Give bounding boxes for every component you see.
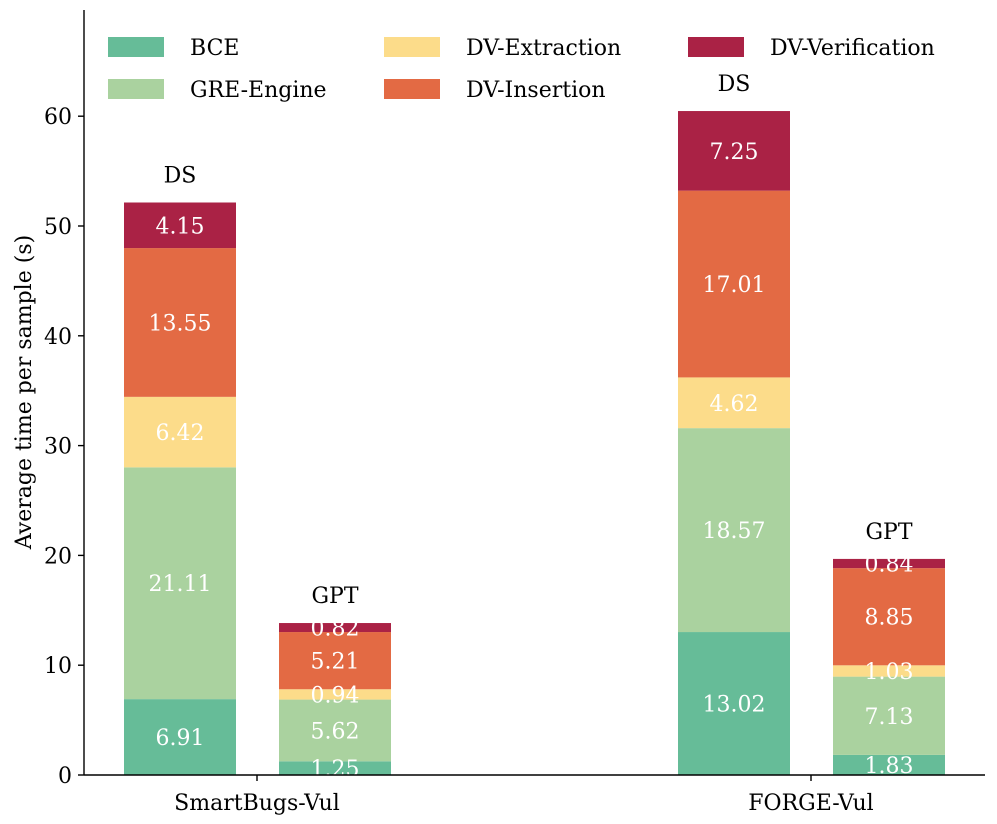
y-ticks: 0 10 20 30 40 50 60 [44, 105, 84, 789]
legend-label: BCE [190, 36, 239, 61]
stack-label: GPT [865, 520, 912, 545]
stack-labels-layer: DS GPT DS GPT [164, 72, 913, 609]
bar-segment [678, 190, 790, 378]
axes-layer: 0 10 20 30 40 50 60 SmartBugs-Vul FORGE-Vul Ave… [12, 10, 985, 816]
bar-value-label: 8.85 [865, 606, 914, 631]
legend-label: DV-Verification [770, 36, 935, 61]
bar-segment [833, 558, 945, 569]
legend-swatch [108, 37, 164, 57]
bar-segment [124, 248, 236, 397]
bar-segment [833, 665, 945, 677]
x-tick-label: FORGE-Vul [748, 791, 873, 816]
bar-value-label: 5.62 [311, 719, 360, 744]
legend-swatch [688, 37, 744, 57]
bar-segment [678, 111, 790, 191]
bar-value-label: 6.42 [156, 421, 205, 446]
bar-segment [124, 467, 236, 700]
bar-segment [124, 699, 236, 775]
bar-segment [833, 676, 945, 755]
bar-segment [124, 396, 236, 468]
stack-label: DS [718, 72, 751, 97]
bar-value-label: 13.02 [703, 693, 766, 718]
stack-label: GPT [311, 584, 358, 609]
y-tick-label: 60 [44, 105, 72, 130]
bar-value-label: 7.25 [710, 140, 759, 165]
y-tick-label: 40 [44, 325, 72, 350]
bars-layer [124, 111, 945, 775]
bar-value-label: 1.25 [311, 757, 360, 782]
bar-value-label: 1.03 [865, 660, 914, 685]
bar-value-label: 13.55 [149, 311, 212, 336]
bar-value-label: 18.57 [703, 519, 766, 544]
x-ticks: SmartBugs-Vul FORGE-Vul [174, 775, 874, 816]
bar-value-label: 7.13 [865, 705, 914, 730]
bar-value-label: 17.01 [703, 273, 766, 298]
y-tick-label: 10 [44, 654, 72, 679]
bar-segment [279, 699, 391, 762]
bar-value-label: 5.21 [311, 650, 360, 675]
bar-value-label: 4.62 [710, 392, 759, 417]
bar-segment [124, 202, 236, 249]
legend-label: DV-Insertion [466, 78, 606, 103]
y-tick-label: 20 [44, 544, 72, 569]
x-tick-label: SmartBugs-Vul [174, 791, 340, 816]
bar-value-label: 6.91 [156, 726, 205, 751]
bar-segment [833, 754, 945, 775]
bar-segment [833, 568, 945, 666]
y-tick-label: 0 [58, 764, 72, 789]
bar-value-label: 0.94 [311, 683, 360, 708]
y-tick-label: 50 [44, 215, 72, 240]
legend-swatch [384, 79, 440, 99]
y-tick-label: 30 [44, 435, 72, 460]
legend-swatch [384, 37, 440, 57]
legend-label: GRE-Engine [190, 78, 327, 103]
bar-value-label: 4.15 [156, 214, 205, 239]
legend-swatch [108, 79, 164, 99]
y-axis-label: Average time per sample (s) [12, 235, 37, 550]
bar-segment [678, 632, 790, 775]
legend: BCE GRE-Engine DV-Extraction DV-Insertion DV… [108, 36, 935, 103]
bar-segment [279, 761, 391, 775]
stack-label: DS [164, 164, 197, 189]
bar-segment [678, 377, 790, 429]
bar-value-label: 21.11 [149, 572, 212, 597]
bar-segment [279, 623, 391, 633]
bar-segment [279, 632, 391, 690]
legend-label: DV-Extraction [466, 36, 621, 61]
bar-value-label: 0.82 [311, 617, 360, 642]
value-labels-layer: 6.91 21.11 6.42 13.55 4.15 1.25 5.62 0.94 5.21 0.… [149, 140, 914, 782]
bar-segment [678, 428, 790, 633]
bar-segment [279, 689, 391, 700]
bar-value-label: 0.84 [865, 553, 914, 578]
